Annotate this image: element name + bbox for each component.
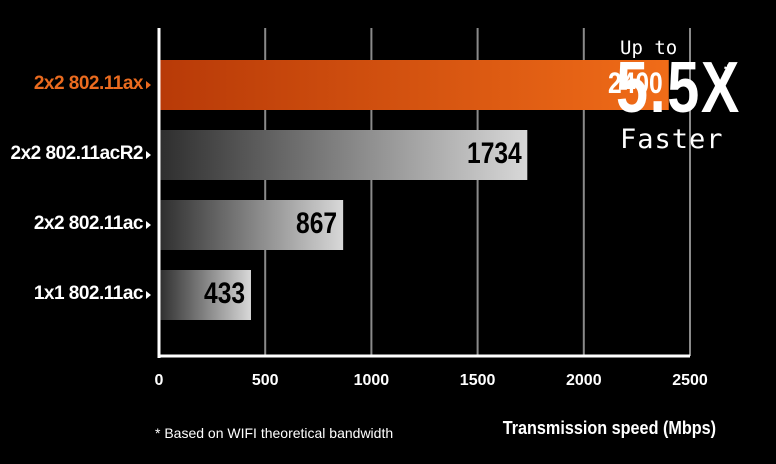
bar	[159, 200, 344, 250]
bar	[159, 270, 251, 320]
category-arrow-icon	[146, 151, 151, 159]
x-axis-title: Transmission speed (Mbps)	[502, 418, 716, 438]
category-label: 2x2 802.11ax	[33, 73, 144, 94]
x-tick-label: 2000	[566, 372, 602, 389]
footnote: * Based on WIFI theoretical bandwidth	[155, 425, 394, 441]
category-arrow-icon	[146, 291, 151, 299]
category-label: 1x1 802.11ac	[33, 283, 144, 304]
category-arrow-icon	[146, 81, 151, 89]
bar-value-label: 867	[296, 207, 338, 240]
bar	[159, 60, 669, 110]
category-arrow-icon	[146, 221, 151, 229]
category-label: 2x2 802.11ac	[33, 213, 144, 234]
x-tick-label: 2500	[672, 372, 708, 389]
bar-value-label: 1734	[466, 137, 522, 170]
bar	[159, 130, 528, 180]
x-tick-label: 1500	[459, 372, 496, 389]
x-tick-label: 500	[251, 372, 279, 389]
speed-badge-asterisk: *	[724, 60, 733, 85]
speed-badge-multiplier: 5.5X	[616, 48, 741, 128]
speed-badge-suffix: Faster	[620, 124, 724, 155]
speed-badge-prefix: Up to	[620, 37, 678, 59]
x-tick-label: 1000	[353, 372, 390, 389]
category-label: 2x2 802.11acR2	[10, 143, 144, 164]
bar-value-label: 2400	[608, 67, 663, 100]
x-tick-label: 0	[154, 372, 164, 389]
bar-value-label: 433	[203, 277, 245, 310]
